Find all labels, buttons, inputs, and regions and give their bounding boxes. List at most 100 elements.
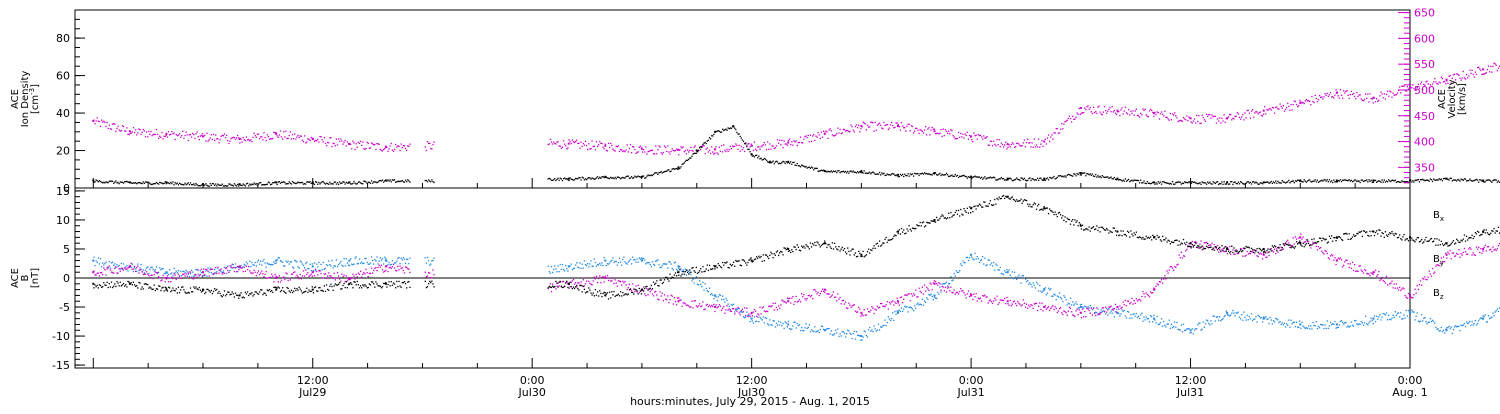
data-point (901, 122, 902, 123)
data-point (954, 273, 955, 274)
data-point (1476, 74, 1477, 75)
data-point (740, 151, 741, 152)
data-point (796, 165, 797, 166)
data-point (636, 291, 637, 292)
data-point (1174, 112, 1175, 113)
data-point (604, 281, 605, 282)
data-point (409, 257, 410, 258)
data-point (292, 274, 293, 275)
data-point (1075, 175, 1076, 176)
data-point (110, 269, 111, 270)
data-point (167, 275, 168, 276)
data-point (651, 289, 652, 290)
data-point (1104, 106, 1105, 107)
data-point (284, 136, 285, 137)
data-point (1342, 322, 1343, 323)
data-point (342, 143, 343, 144)
data-point (669, 153, 670, 154)
data-point (775, 326, 776, 327)
data-point (1227, 181, 1228, 182)
data-point (1170, 113, 1171, 114)
data-point (869, 327, 870, 328)
data-point (1400, 182, 1401, 183)
data-point (866, 335, 867, 336)
data-point (552, 284, 553, 285)
data-point (332, 278, 333, 279)
data-point (277, 184, 278, 185)
data-point (1114, 177, 1115, 178)
data-point (1181, 324, 1182, 325)
data-point (217, 138, 218, 139)
data-point (881, 327, 882, 328)
data-point (769, 143, 770, 144)
data-point (968, 139, 969, 140)
data-point (356, 143, 357, 144)
data-point (977, 256, 978, 257)
data-point (1131, 317, 1132, 318)
data-point (272, 264, 273, 265)
data-point (634, 149, 635, 150)
data-point (638, 285, 639, 286)
data-point (1451, 327, 1452, 328)
data-point (405, 180, 406, 181)
data-point (103, 267, 104, 268)
data-point (1043, 178, 1045, 180)
data-point (1287, 103, 1288, 104)
data-point (162, 138, 163, 139)
data-point (395, 262, 396, 263)
data-point (809, 324, 810, 325)
data-point (1480, 70, 1481, 71)
data-point (1368, 179, 1369, 180)
data-point (1358, 181, 1359, 182)
data-point (1263, 254, 1265, 256)
data-point (1029, 177, 1030, 178)
data-point (926, 297, 927, 298)
data-point (832, 294, 833, 295)
data-point (721, 310, 722, 311)
data-point (1202, 115, 1203, 116)
data-point (1333, 179, 1334, 180)
data-point (754, 309, 755, 310)
data-point (598, 278, 599, 279)
data-point (999, 139, 1000, 140)
data-point (335, 181, 336, 182)
data-point (794, 301, 795, 302)
data-point (405, 148, 406, 149)
data-point (631, 176, 632, 177)
data-point (1494, 311, 1495, 312)
data-point (156, 129, 157, 130)
data-point (235, 139, 236, 140)
data-point (1279, 103, 1280, 104)
data-point (859, 131, 860, 132)
data-point (962, 260, 963, 261)
data-point (1057, 128, 1058, 129)
data-point (971, 139, 972, 140)
data-point (713, 298, 714, 299)
data-point (1349, 179, 1350, 180)
data-point (691, 301, 692, 302)
data-point (899, 126, 900, 127)
data-point (117, 126, 118, 127)
data-point (1072, 176, 1073, 177)
data-point (804, 298, 805, 299)
data-point (726, 149, 727, 150)
data-point (1434, 78, 1435, 79)
data-point (279, 134, 280, 135)
data-point (754, 316, 755, 317)
data-point (571, 263, 572, 264)
data-point (1007, 300, 1009, 302)
data-point (273, 281, 274, 282)
data-point (1199, 182, 1200, 183)
data-point (184, 135, 185, 136)
data-point (670, 151, 671, 152)
data-point (1197, 324, 1198, 325)
data-point (635, 261, 636, 262)
data-point (238, 269, 239, 270)
data-point (812, 135, 813, 136)
data-point (873, 172, 874, 173)
data-point (809, 295, 810, 296)
data-point (1233, 312, 1234, 313)
data-point (329, 264, 330, 265)
data-point (171, 183, 172, 184)
data-point (1193, 333, 1194, 334)
